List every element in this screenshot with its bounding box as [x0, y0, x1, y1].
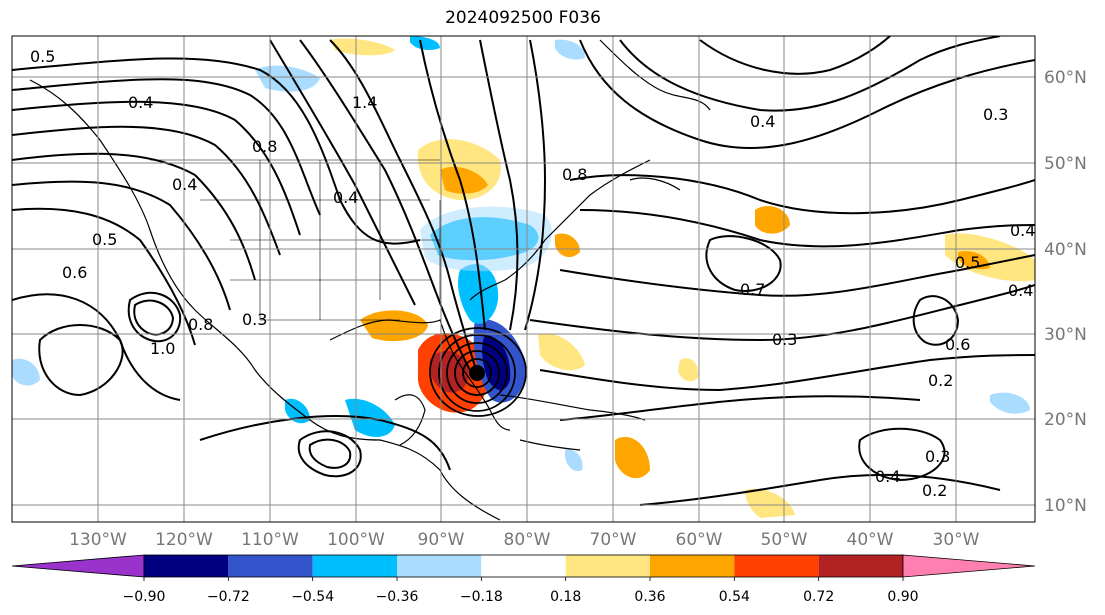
contour-label: 0.4	[1008, 281, 1033, 300]
contour-label: 0.4	[172, 175, 197, 194]
contour-label: 0.5	[955, 253, 980, 272]
longitude-labels: 130°W 120°W 110°W 100°W 90°W 80°W 70°W 6…	[69, 530, 980, 550]
lat-label: 20°N	[1044, 410, 1087, 430]
lon-label: 90°W	[418, 530, 465, 550]
colorbar-tick-label: −0.54	[291, 589, 334, 605]
contour-labels: 0.5 0.4 0.6 0.5 0.4 0.8 1.0 0.8 0.3 0.4 …	[30, 47, 1035, 500]
warm-anomaly-gulf	[360, 310, 428, 342]
colorbar-bin	[481, 555, 566, 577]
cold-anomaly-canada	[255, 65, 320, 92]
lon-label: 50°W	[761, 530, 808, 550]
contour-label: 0.6	[62, 263, 87, 282]
lat-label: 40°N	[1044, 240, 1087, 260]
contour-label: 0.4	[875, 467, 900, 486]
contour-label: 0.4	[750, 112, 775, 131]
colorbar-bin	[734, 555, 819, 577]
colorbar-tick-label: −0.36	[376, 589, 419, 605]
political-borders	[150, 159, 441, 321]
lon-label: 120°W	[155, 530, 213, 550]
graticule	[12, 36, 1035, 522]
lon-label: 110°W	[241, 530, 299, 550]
contour-label: 0.8	[252, 137, 277, 156]
warm-anomaly-greatlakes-core	[440, 166, 488, 194]
map-area: 0.5 0.4 0.6 0.5 0.4 0.8 1.0 0.8 0.3 0.4 …	[12, 36, 1035, 522]
lon-label: 70°W	[590, 530, 637, 550]
colorbar-tick-label: −0.90	[123, 589, 166, 605]
latitude-labels: 60°N 50°N 40°N 30°N 20°N 10°N	[1044, 68, 1087, 516]
contour-label: 1.4	[352, 93, 377, 112]
lat-label: 50°N	[1044, 154, 1087, 174]
warm-anomaly-atlantic	[755, 205, 790, 234]
lat-label: 30°N	[1044, 325, 1087, 345]
colorbar-bin	[144, 555, 229, 577]
contour-label: 0.4	[128, 93, 153, 112]
lon-label: 30°W	[933, 530, 980, 550]
contour-label: 0.7	[740, 280, 765, 299]
colorbar-bin	[818, 555, 903, 577]
colorbar-bin	[312, 555, 397, 577]
colorbar-extend-low	[11, 554, 145, 578]
coastlines	[29, 39, 711, 521]
contour-label: 0.8	[562, 165, 587, 184]
lat-label: 60°N	[1044, 68, 1087, 88]
contour-label: 0.6	[945, 335, 970, 354]
contour-label: 0.3	[242, 310, 267, 329]
map-title: 2024092500 F036	[445, 8, 601, 28]
cold-anomaly-pacific	[12, 358, 40, 386]
lon-label: 100°W	[327, 530, 385, 550]
contour-label: 0.2	[928, 371, 953, 390]
cold-anomaly-atlantic	[990, 392, 1030, 414]
hurricane-contours	[429, 327, 527, 417]
colorbar-tick-label: 0.18	[550, 589, 581, 605]
cold-anomaly-north-2	[555, 39, 585, 60]
colorbar: −0.90 −0.72 −0.54 −0.36 −0.18 0.18 0.36 0.54 0.7…	[11, 554, 1036, 605]
colorbar-bin	[228, 555, 313, 577]
warm-anomaly-bahamas	[538, 333, 585, 371]
contour-label: 0.3	[983, 105, 1008, 124]
lon-label: 130°W	[69, 530, 127, 550]
colorbar-tick-label: 0.72	[803, 589, 834, 605]
warm-anomaly-small	[678, 358, 699, 382]
colorbar-tick-label: 0.36	[634, 589, 665, 605]
colorbar-tick-label: −0.72	[207, 589, 250, 605]
contour-label: 0.3	[772, 330, 797, 349]
contour-label: 0.8	[188, 315, 213, 334]
cold-anomaly-small	[565, 449, 583, 472]
colorbar-tick-label: −0.18	[460, 589, 503, 605]
warm-anomaly-south	[745, 488, 795, 518]
contour-label: 1.0	[150, 339, 175, 358]
contour-label: 0.5	[92, 230, 117, 249]
warm-anomaly-caribbean	[615, 436, 650, 479]
lon-label: 40°W	[847, 530, 894, 550]
colorbar-tick-label: 0.54	[719, 589, 750, 605]
contour-lines	[12, 36, 1035, 506]
contour-label: 0.4	[333, 188, 358, 207]
colorbar-extend-high	[902, 554, 1036, 578]
warm-anomaly-north	[330, 38, 395, 56]
warm-anomaly-nova	[555, 233, 580, 258]
colorbar-bin	[565, 555, 650, 577]
shaded-anomalies	[12, 36, 1035, 518]
map-frame	[11, 35, 1036, 523]
lat-label: 10°N	[1044, 496, 1087, 516]
cold-anomaly-north	[410, 36, 440, 50]
colorbar-tick-label: 0.90	[887, 589, 918, 605]
contour-label: 0.5	[30, 47, 55, 66]
cold-anomaly-northeast-rim	[420, 206, 552, 272]
colorbar-bin	[650, 555, 735, 577]
lon-label: 80°W	[504, 530, 551, 550]
lon-label: 60°W	[676, 530, 723, 550]
colorbar-bin	[397, 555, 482, 577]
contour-label: 0.2	[922, 481, 947, 500]
contour-label: 0.3	[925, 447, 950, 466]
contour-label: 0.4	[1010, 221, 1035, 240]
